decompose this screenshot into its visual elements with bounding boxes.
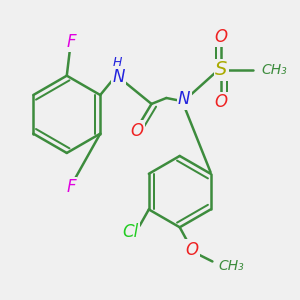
Text: F: F [66, 32, 76, 50]
Text: O: O [215, 28, 228, 46]
Text: F: F [66, 178, 76, 196]
Text: H: H [112, 56, 122, 69]
Text: O: O [215, 93, 228, 111]
Text: Cl: Cl [123, 223, 139, 241]
Text: CH₃: CH₃ [218, 259, 244, 273]
Text: S: S [215, 60, 227, 79]
Text: O: O [130, 122, 143, 140]
Text: N: N [112, 68, 125, 86]
Text: CH₃: CH₃ [262, 63, 287, 77]
Text: O: O [185, 241, 198, 259]
Text: N: N [178, 91, 190, 109]
